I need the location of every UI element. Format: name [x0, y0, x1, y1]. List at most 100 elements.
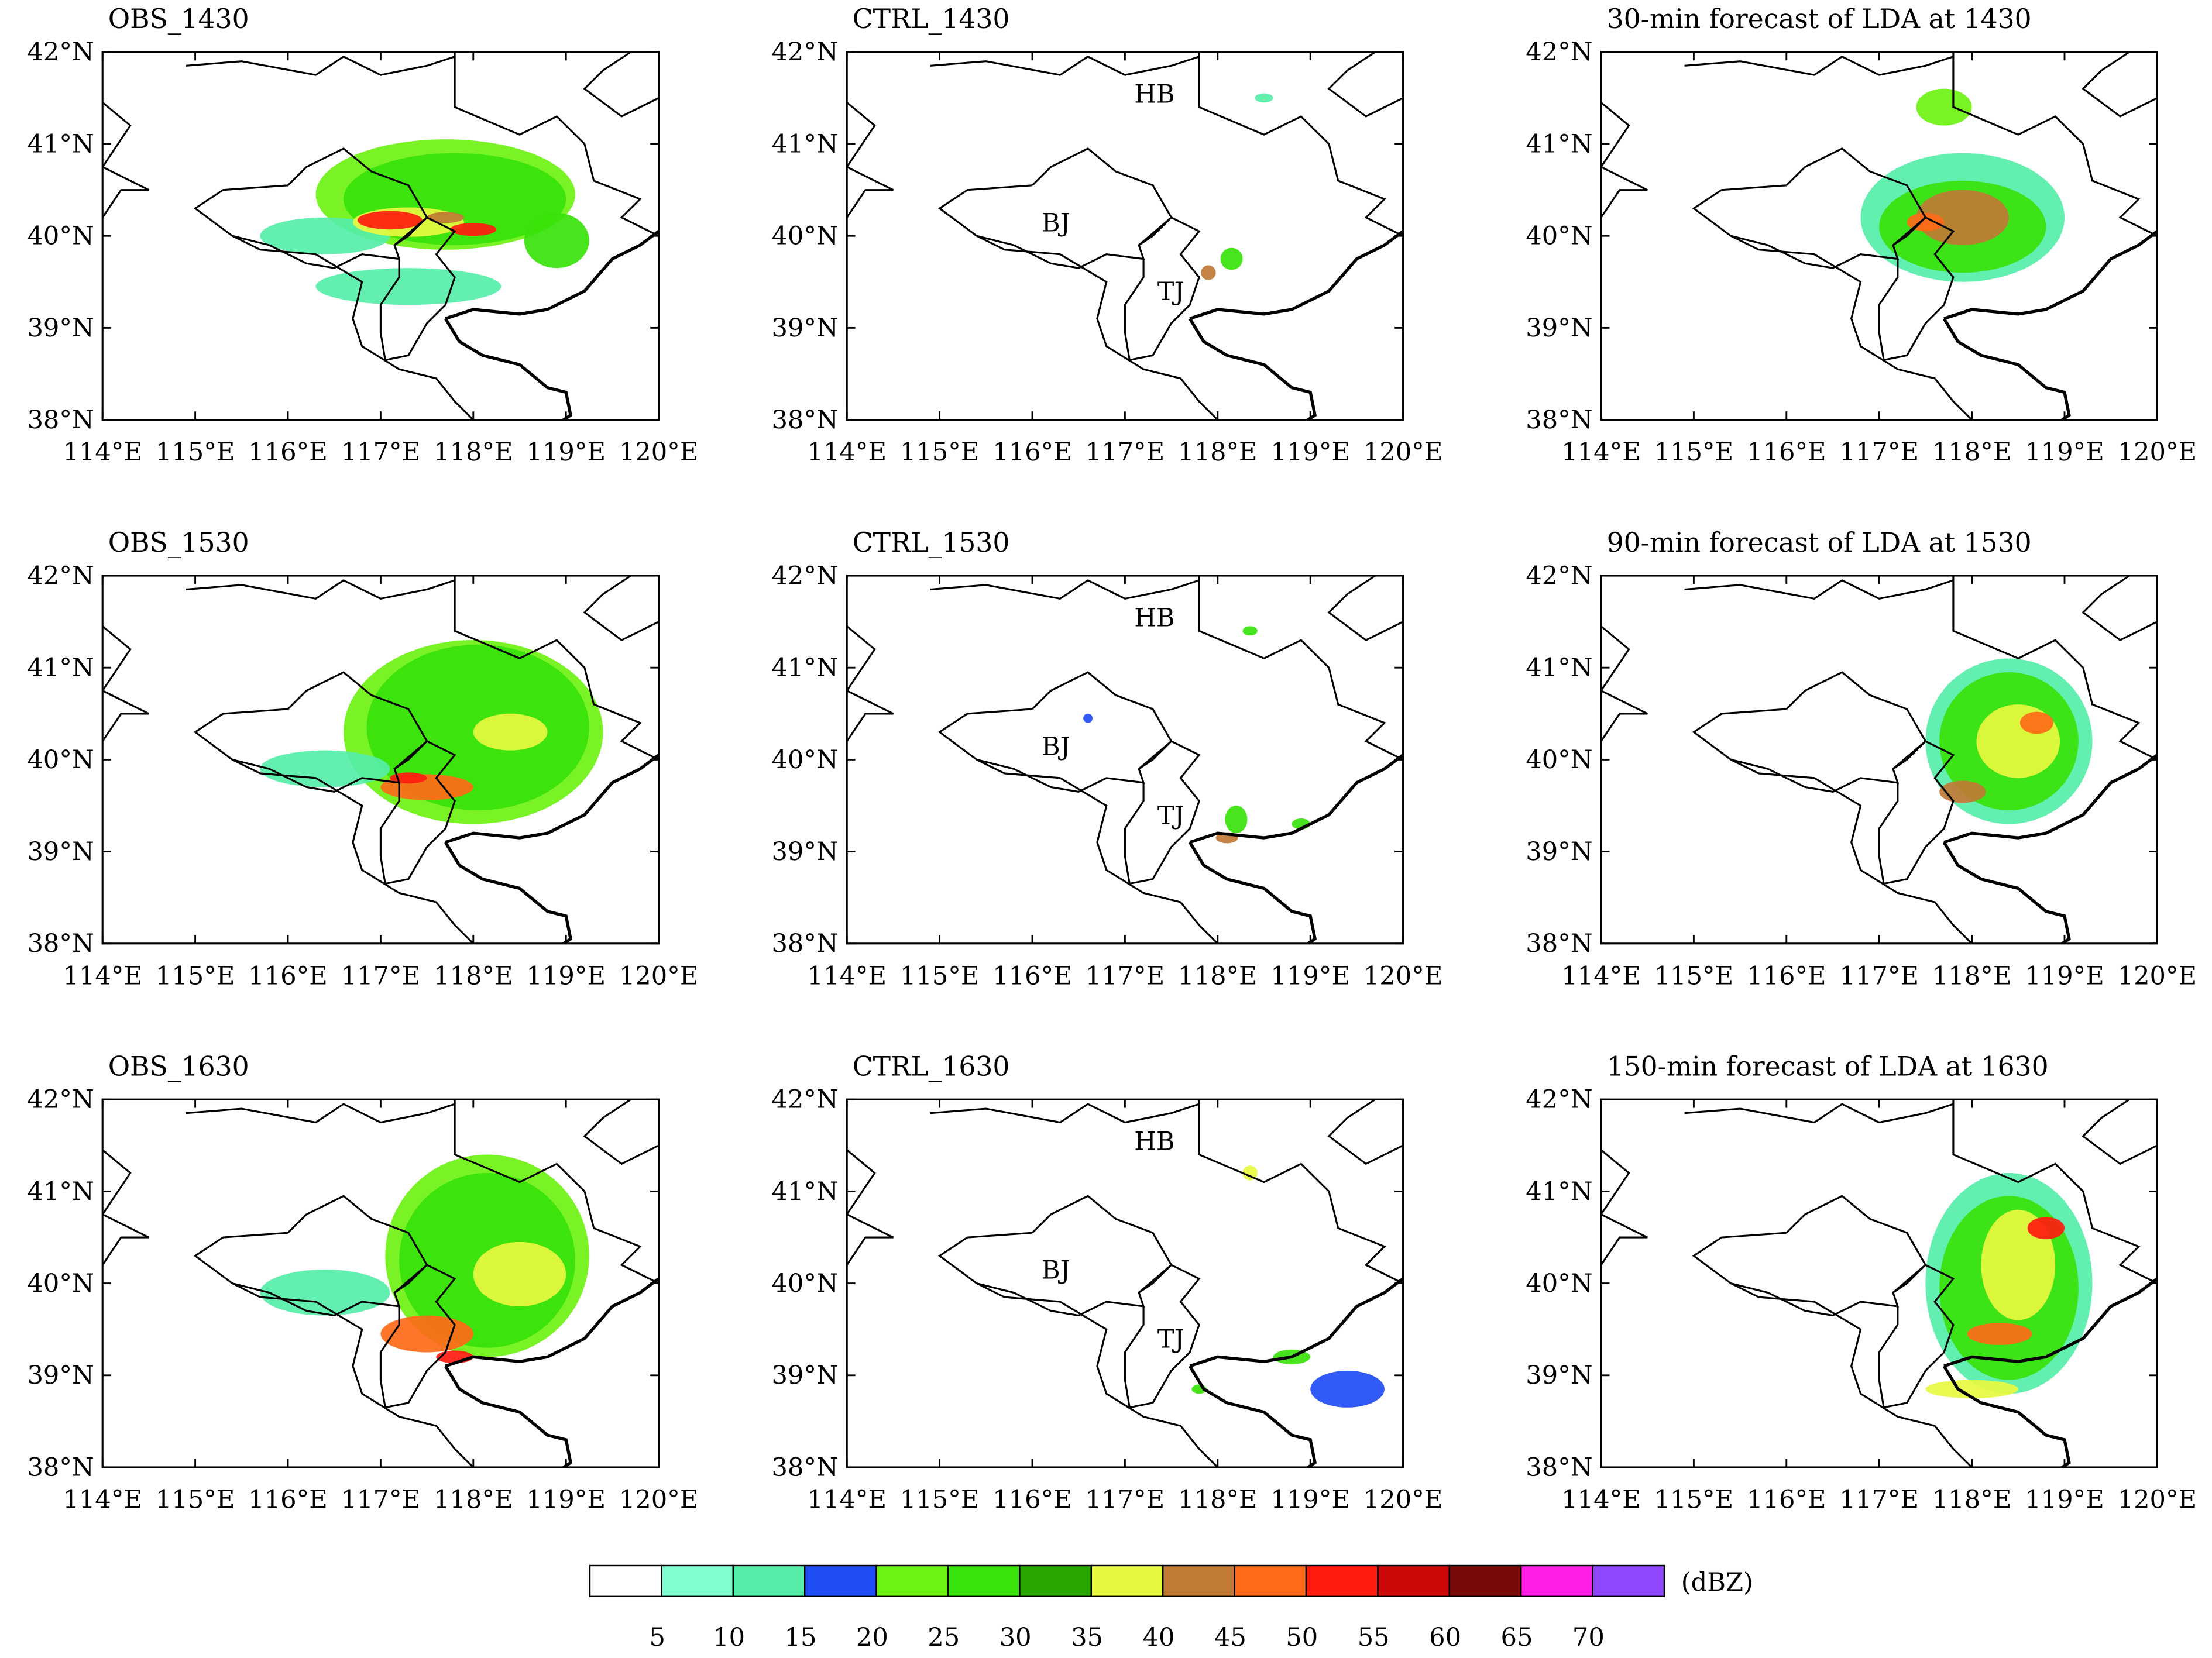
boundary-hebei_west [1600, 101, 1648, 218]
echo-cell [2027, 1217, 2065, 1240]
y-tick-label: 42°N [1526, 561, 1592, 590]
boundary-hebei_north_line [930, 579, 1200, 600]
boundary-hebei_north [193, 184, 474, 420]
colorbar-swatch [947, 1564, 1021, 1597]
boundary-coast [444, 1365, 573, 1467]
y-tick-label: 39°N [27, 837, 94, 866]
echo-cell [1220, 247, 1243, 270]
y-tick-label: 41°N [27, 653, 94, 683]
colorbar-level-label: 55 [1358, 1623, 1390, 1652]
colorbar-swatch [1377, 1564, 1450, 1597]
reflectivity-echoes [1860, 88, 2065, 282]
boundary-lines [847, 1099, 1403, 1467]
y-tick-label: 38°N [27, 405, 94, 435]
y-tick-label: 40°N [27, 222, 94, 251]
colorbar-swatch [1448, 1564, 1522, 1597]
x-tick-label: 116°E [1747, 438, 1826, 467]
boundary-coast [1189, 841, 1317, 944]
boundary-beijing [1730, 1195, 1927, 1317]
colorbar-level-label: 30 [999, 1623, 1032, 1652]
x-tick-label: 114°E [63, 961, 142, 990]
region-label-hb: HB [1134, 80, 1174, 109]
boundary-hebei_north_line [186, 55, 455, 76]
boundary-coast_north [1943, 754, 2158, 844]
y-tick-label: 40°N [771, 1269, 838, 1298]
boundary-liaoning_east [1327, 51, 1403, 118]
echo-cell [1916, 88, 1972, 126]
panel-title: OBS_1630 [108, 1051, 249, 1082]
x-tick-label: 117°E [341, 1485, 421, 1515]
boundary-coast_north [1943, 230, 2158, 321]
boundary-tianjin [1124, 216, 1201, 362]
boundary-lines [1600, 51, 2158, 420]
panel-title: CTRL_1430 [853, 4, 1010, 35]
x-tick-label: 115°E [1654, 438, 1734, 467]
x-tick-label: 114°E [1561, 961, 1641, 990]
panel-title: CTRL_1530 [853, 527, 1010, 558]
boundary-liaoning_west [454, 51, 659, 237]
x-tick-label: 115°E [156, 961, 235, 990]
region-label-hb: HB [1134, 1127, 1174, 1157]
x-tick-label: 117°E [1086, 438, 1165, 467]
x-tick-label: 119°E [526, 961, 606, 990]
x-tick-label: 116°E [1747, 961, 1826, 990]
boundary-coast [444, 841, 573, 944]
boundary-tianjin [379, 1264, 456, 1409]
boundary-hebei_north [193, 708, 474, 944]
colorbar-level-label: 35 [1071, 1623, 1103, 1652]
colorbar-level-label: 50 [1286, 1623, 1318, 1652]
panel-ctrl-1430: CTRL_1430 HB BJ TJ 38°N 39°N 40°N 41°N 42°N 114°E… [771, 4, 1442, 467]
x-tick-label: 118°E [1932, 961, 2012, 990]
y-tick-label: 40°N [27, 745, 94, 775]
y-tick-label: 41°N [771, 653, 838, 683]
echo-cell [1083, 713, 1093, 723]
boundary-liaoning_west [1198, 51, 1403, 237]
colorbar-swatch [804, 1564, 877, 1597]
boundary-hebei_north [193, 1232, 474, 1467]
boundary-liaoning_east [583, 51, 659, 118]
echo-cell [260, 1270, 390, 1316]
reflectivity-echoes [1201, 93, 1273, 280]
echo-cell [1242, 1165, 1258, 1181]
boundary-coast [1942, 841, 2071, 944]
panel-obs-1430: OBS_1430 38°N 39°N 40°N 41°N 42°N 114°E 115°E 11… [27, 4, 698, 467]
x-tick-label: 117°E [1839, 961, 1919, 990]
x-tick-label: 114°E [1561, 1485, 1641, 1515]
y-tick-label: 40°N [771, 222, 838, 251]
echo-cell [473, 713, 548, 751]
y-tick-label: 39°N [1526, 1361, 1592, 1390]
boundary-liaoning_west [1952, 51, 2158, 237]
y-tick-label: 41°N [771, 129, 838, 159]
echo-cell [1925, 1380, 2018, 1399]
x-tick-label: 119°E [1270, 1485, 1350, 1515]
colorbar-level-label: 65 [1501, 1623, 1533, 1652]
boundary-liaoning_west [1952, 1099, 2158, 1284]
x-tick-label: 117°E [1086, 1485, 1165, 1515]
y-tick-label: 42°N [771, 1085, 838, 1114]
x-tick-label: 114°E [807, 438, 887, 467]
x-tick-label: 118°E [434, 961, 513, 990]
panel-title: 90-min forecast of LDA at 1530 [1607, 527, 2032, 558]
y-tick-label: 41°N [27, 129, 94, 159]
boundary-hebei_north_line [186, 1103, 455, 1124]
boundary-coast_north [1943, 1277, 2158, 1368]
reflectivity-echoes [1925, 1172, 2093, 1399]
colorbar: 5 10 15 20 25 30 35 40 45 50 55 60 65 70 (dBZ) [589, 1564, 1753, 1652]
x-tick-label: 115°E [156, 1485, 235, 1515]
x-tick-label: 117°E [341, 961, 421, 990]
boundary-liaoning_west [454, 575, 659, 761]
boundary-hebei_north [1692, 1232, 1973, 1467]
panel-obs-1530: OBS_1530 38°N 39°N 40°N 41°N 42°N 114°E 115°E 11… [27, 527, 698, 990]
x-tick-label: 120°E [2118, 1485, 2197, 1515]
echo-cell [1255, 93, 1273, 103]
echo-cell [473, 1241, 566, 1306]
y-tick-label: 42°N [27, 561, 94, 590]
boundary-liaoning_east [583, 575, 659, 641]
y-tick-label: 38°N [1526, 405, 1592, 435]
y-tick-label: 38°N [1526, 1453, 1592, 1482]
x-tick-label: 118°E [1178, 961, 1258, 990]
boundary-tianjin [379, 740, 456, 885]
x-tick-label: 117°E [1839, 438, 1919, 467]
colorbar-level-label: 40 [1143, 1623, 1175, 1652]
boundary-hebei_west [102, 101, 150, 218]
